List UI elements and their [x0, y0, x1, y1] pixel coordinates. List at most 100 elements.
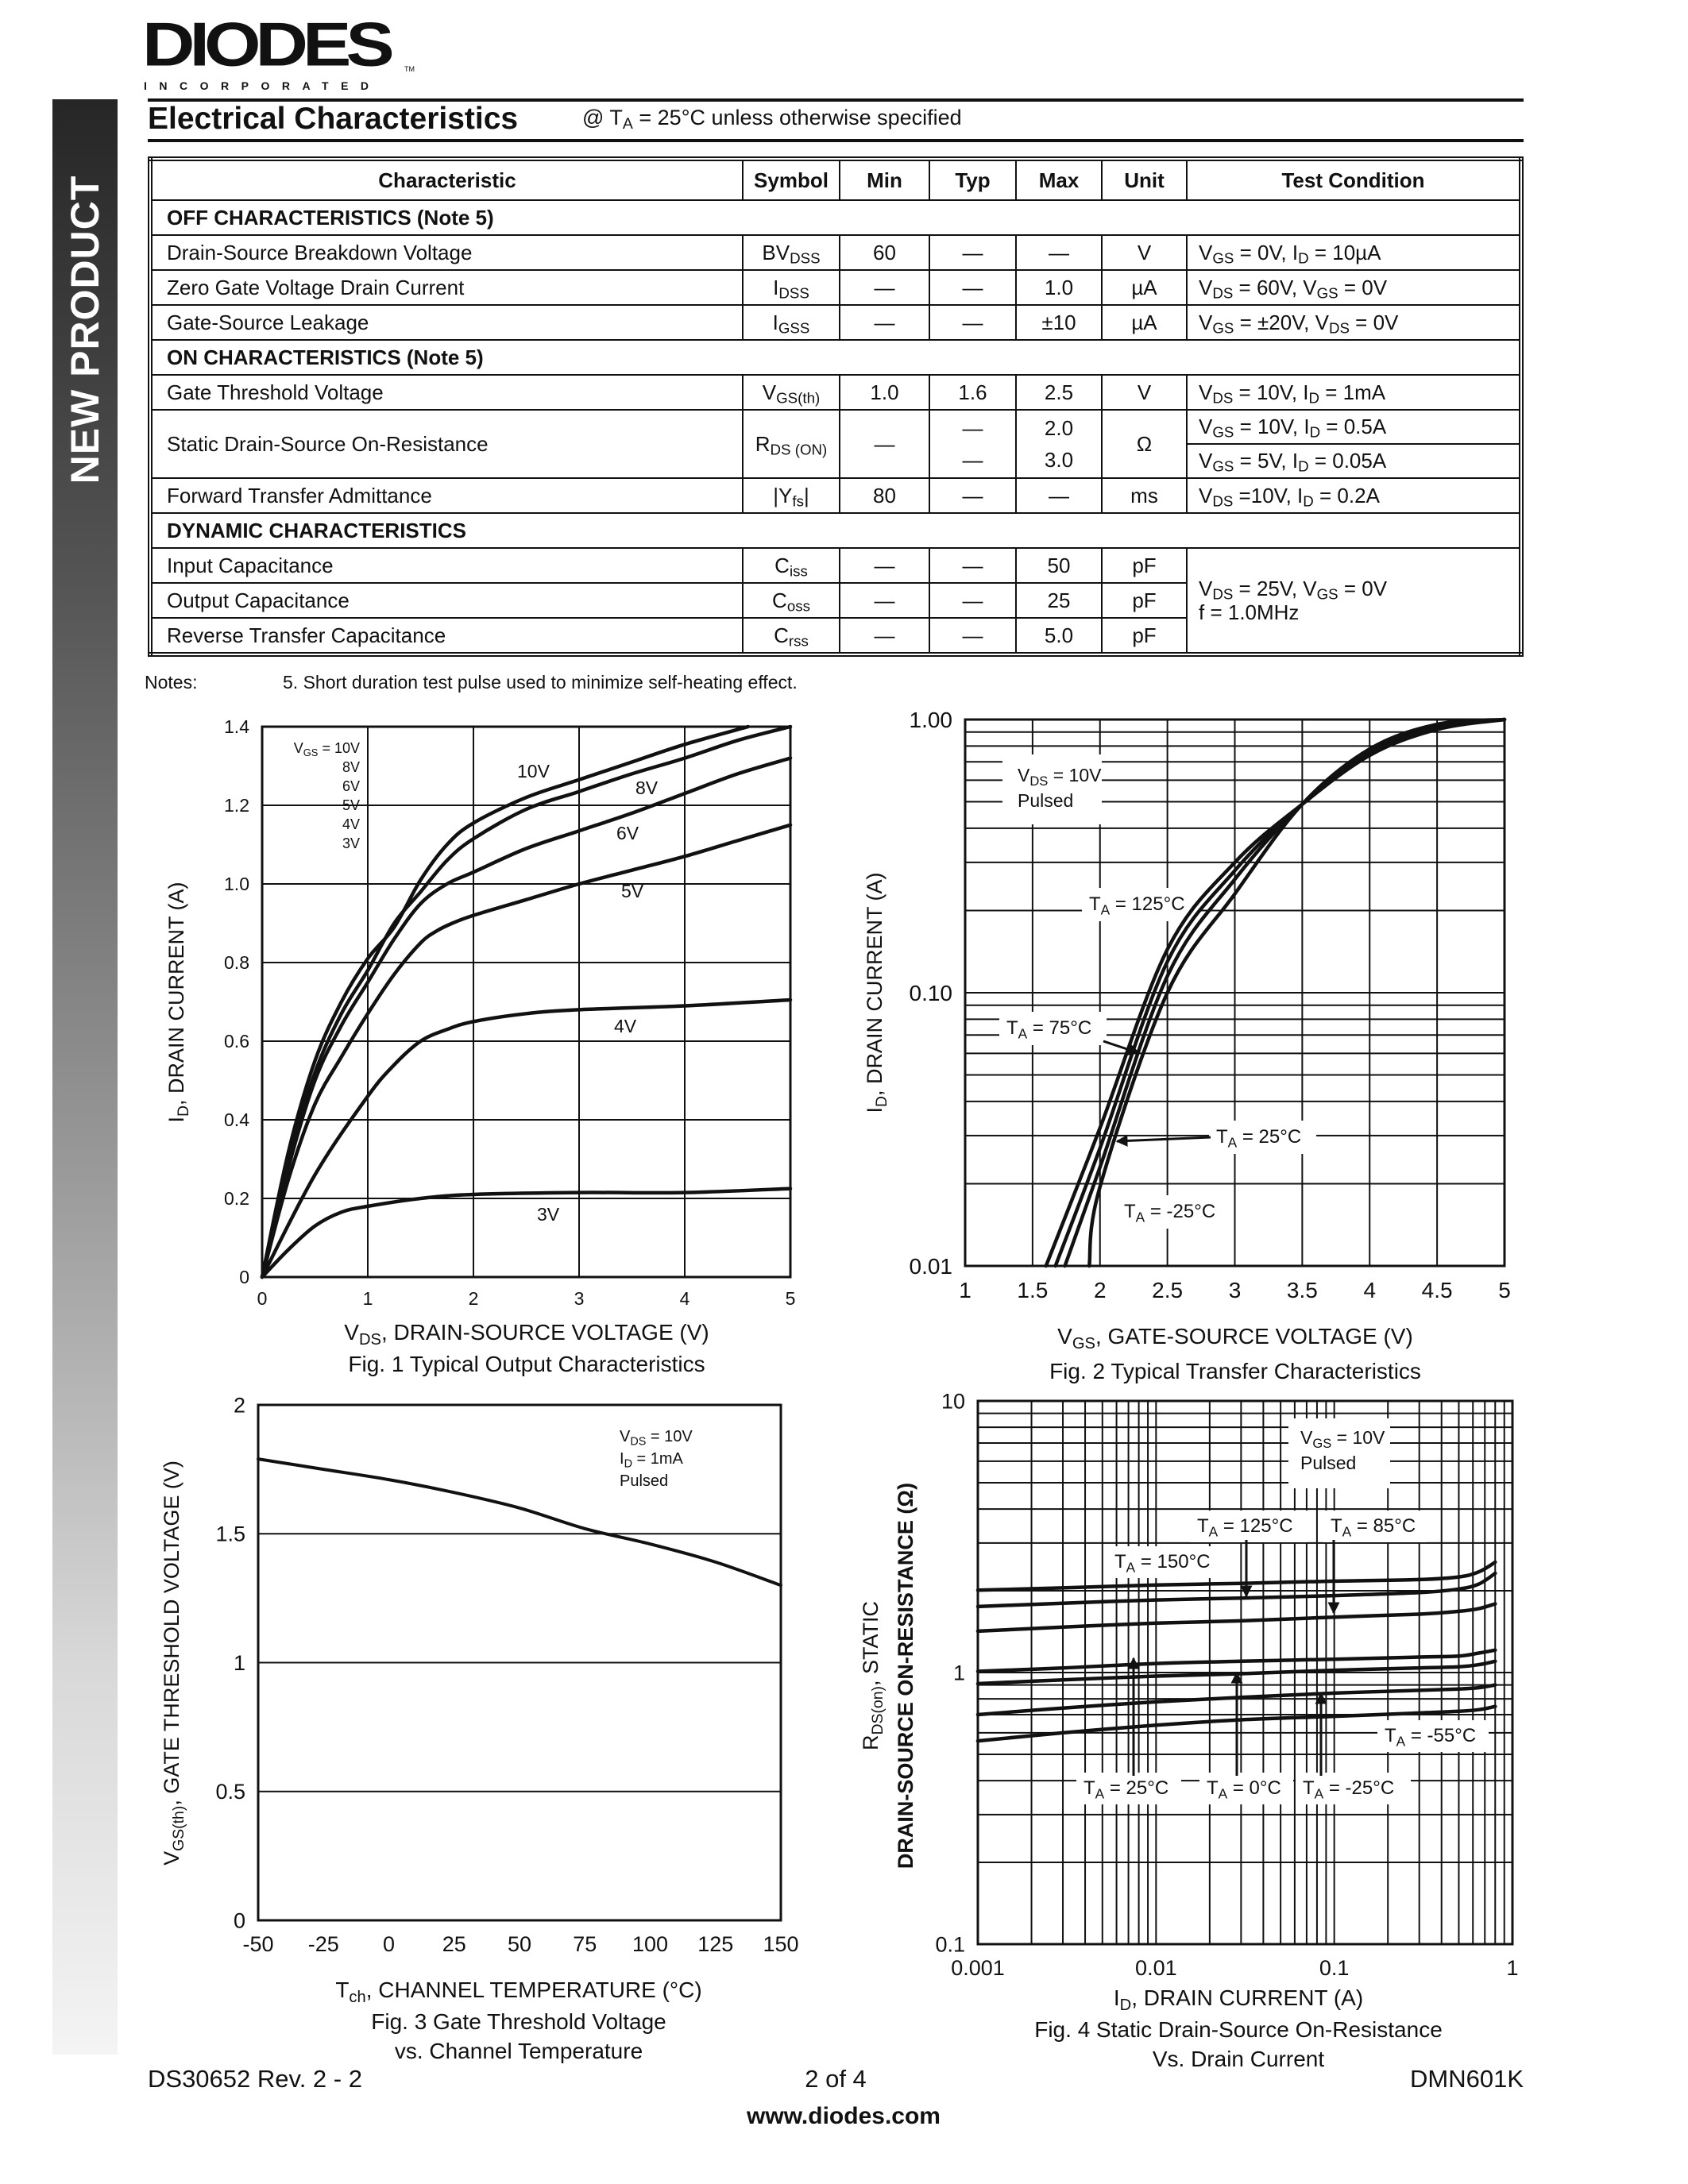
figure-caption: Fig. 4 Static Drain-Source On-Resistance — [1034, 2017, 1443, 2042]
y-tick-label: 0 — [234, 1908, 245, 1932]
x-tick-label: 100 — [632, 1932, 668, 1956]
test-condition-cell: VDS =10V, ID = 0.2A — [1186, 477, 1522, 514]
symbol-cell: RDS (ON) — [742, 409, 840, 479]
table-row: Gate Threshold Voltage VGS(th) 1.0 1.6 2.5 V V… — [149, 374, 1522, 411]
plot-frame — [261, 725, 792, 1279]
y-tick-label: 0.2 — [224, 1188, 249, 1209]
annotation-background — [1082, 888, 1201, 921]
column-header-unit: Unit — [1101, 158, 1188, 201]
x-tick-label: 4 — [680, 1288, 690, 1309]
annotation-conditions: ID = 1mA — [620, 1450, 684, 1470]
annotation-ta-125: TA = 125°C — [1197, 1515, 1293, 1539]
max-cell: — — [1015, 234, 1103, 271]
table-header-row: Characteristic Symbol Min Typ Max Unit Test Co… — [149, 158, 1522, 201]
annotation-background — [1209, 1121, 1316, 1154]
unit-cell: Ω — [1101, 409, 1188, 479]
min-cell: — — [839, 547, 930, 584]
characteristic-cell: Output Capacitance — [149, 582, 744, 619]
curve-label: 3V — [537, 1204, 560, 1225]
plot-frame — [257, 1403, 782, 1922]
table-row: Output Capacitance Coss — —25 pF — [149, 582, 1521, 619]
curve-label: 10V — [517, 761, 550, 781]
arrow-icon — [1115, 1134, 1211, 1147]
max-cell: — — [1015, 477, 1103, 514]
legend-entry: 8V — [342, 759, 360, 775]
annotation-ta-25: TA = 25°C — [1083, 1777, 1168, 1801]
characteristic-cell: Forward Transfer Admittance — [149, 477, 744, 514]
table-row: Reverse Transfer Capacitance Crss — —5.0 pF — [149, 617, 1521, 655]
series-line — [257, 1457, 782, 1588]
y-axis-label: RDS(on), STATIC — [859, 1601, 886, 1750]
series-line-TA150C — [975, 1560, 1497, 1592]
x-tick-label: 75 — [573, 1932, 597, 1956]
symbol-cell: VGS(th) — [742, 374, 840, 411]
x-tick-label: 150 — [763, 1932, 798, 1956]
header-rule-top — [148, 98, 1524, 102]
x-tick-label: 5 — [1498, 1278, 1511, 1302]
y-tick-label: 10 — [941, 1389, 965, 1413]
series-line-TA75C — [1053, 717, 1507, 1268]
min-cell: — — [839, 269, 930, 306]
series-line-TA125C — [975, 1571, 1497, 1609]
typ-cell: — — [929, 582, 1017, 619]
x-tick-label: 2.5 — [1152, 1278, 1183, 1302]
min-cell: — — [839, 304, 930, 341]
x-tick-label: 0.01 — [1135, 1956, 1177, 1980]
series-line-TA-25C — [1087, 717, 1507, 1268]
min-cell: — — [839, 617, 930, 655]
min-cell: — — [839, 409, 930, 479]
section-heading: OFF CHARACTERISTICS (Note 5) — [149, 199, 1522, 236]
table-row: Zero Gate Voltage Drain Current IDSS — —1.0… — [149, 269, 1522, 306]
test-condition-cell: VDS = 10V, ID = 1mA — [1186, 374, 1522, 411]
max-cell: 50 — [1015, 547, 1103, 584]
test-condition-cell: VDS = 60V, VGS = 0V — [1186, 269, 1522, 306]
series-line-TA0C — [975, 1659, 1497, 1686]
series-line-TA-25C — [975, 1683, 1497, 1717]
min-cell: 1.0 — [839, 374, 930, 411]
annotation-ta-minus25: TA = -25°C — [1124, 1201, 1215, 1225]
y-tick-label: 1.0 — [224, 874, 249, 894]
legend-entry: 5V — [342, 797, 360, 813]
symbol-cell: BVDSS — [742, 234, 840, 271]
annotation-ta-minus55: TA = -55°C — [1385, 1725, 1476, 1749]
typ-cell: — — [929, 477, 1017, 514]
figure-caption: vs. Channel Temperature — [395, 2039, 643, 2063]
annotation-conditions: VDS = 10V — [620, 1428, 693, 1448]
unit-cell: V — [1101, 374, 1188, 411]
y-tick-label: 0.01 — [910, 1254, 953, 1279]
footer-website-link[interactable]: www.diodes.com — [747, 2103, 941, 2129]
x-tick-label: 0.001 — [951, 1956, 1005, 1980]
column-header-characteristic: Characteristic — [149, 158, 744, 201]
max-cell: 5.0 — [1015, 617, 1103, 655]
x-tick-label: 50 — [508, 1932, 531, 1956]
annotation-ta-150: TA = 150°C — [1114, 1551, 1211, 1575]
series-line-TA25C — [975, 1648, 1497, 1673]
series-line-10V — [260, 724, 751, 1279]
legend-entry: 6V — [342, 778, 360, 794]
annotation-conditions: VDS = 10V — [1018, 765, 1102, 789]
logo-trademark: TM — [404, 65, 415, 73]
section-row: ON CHARACTERISTICS (Note 5) — [149, 339, 1522, 376]
annotation-background — [1076, 1773, 1181, 1804]
typ-cell: — — [929, 304, 1017, 341]
test-condition-cell: VGS = 0V, ID = 10µA — [1186, 234, 1522, 271]
typ-cell: — — [929, 234, 1017, 271]
legend-entry: 3V — [342, 835, 360, 851]
series-line-TA25C — [1063, 717, 1507, 1268]
y-tick-label: 0.5 — [215, 1780, 245, 1804]
header-rule-bottom — [148, 139, 1524, 142]
symbol-cell: Ciss — [742, 547, 840, 584]
y-tick-label: 2 — [234, 1393, 245, 1417]
annotation-ta-0: TA = 0°C — [1207, 1777, 1281, 1801]
series-line-5V — [260, 823, 793, 1279]
unit-cell: µA — [1101, 269, 1188, 306]
annotation-background — [1296, 1773, 1411, 1804]
x-tick-label: 3 — [574, 1288, 585, 1309]
table-row: Forward Transfer Admittance |Yfs| 80— — ms VD… — [149, 477, 1522, 514]
y-tick-label: 1.00 — [910, 708, 953, 732]
x-tick-label: 4 — [1363, 1278, 1376, 1302]
